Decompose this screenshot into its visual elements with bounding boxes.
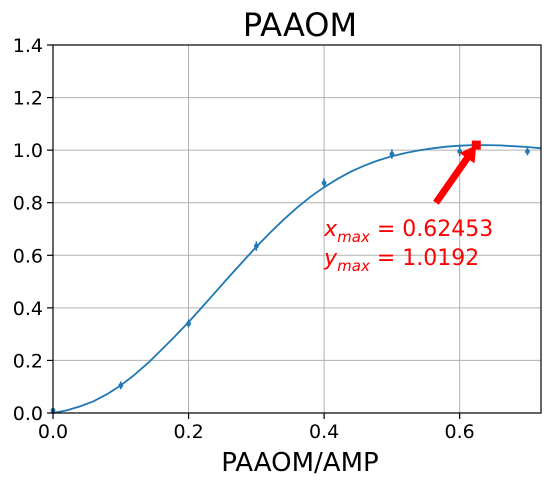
x-tick-label: 0.6: [445, 421, 475, 443]
arrow-shape: [433, 145, 477, 205]
annotation-value: = 0.62453: [370, 217, 493, 242]
x-axis-label: PAAOM/AMP: [221, 448, 378, 478]
annotation-line1: xmax = 0.62453: [323, 217, 493, 246]
annotation-line2: ymax = 1.0192: [323, 246, 479, 275]
data-point: [389, 151, 395, 157]
data-point: [118, 383, 124, 388]
data-points: [50, 146, 530, 413]
x-tick-label: 0.2: [173, 421, 203, 443]
fit-curve: [52, 144, 542, 414]
annotation-var: x: [323, 217, 338, 242]
data-point: [186, 321, 191, 327]
chart-title: PAAOM: [243, 6, 357, 44]
y-tick-label: 0.0: [13, 403, 43, 425]
plot-frame: [52, 44, 542, 414]
x-tick-label: 0.0: [38, 421, 68, 443]
y-tick-label: 0.2: [13, 350, 43, 372]
max-marker: [471, 140, 481, 150]
axis-ticks: 0.0 0.2 0.4 0.6 0.0 0.2 0.4 0.6 0.8 1.0 1.2 1.4: [13, 35, 475, 443]
y-tick-label: 1.2: [13, 88, 43, 110]
annotation-subscript: max: [337, 228, 370, 246]
y-tick-label: 1.4: [13, 35, 43, 57]
annotation-value: = 1.0192: [370, 246, 479, 271]
annotation-var: y: [323, 246, 338, 271]
y-tick-label: 0.6: [13, 245, 43, 267]
max-arrow: [433, 140, 481, 205]
y-tick-label: 0.8: [13, 193, 43, 215]
y-tick-label: 1.0: [13, 140, 43, 162]
y-tick-label: 0.4: [13, 298, 43, 320]
annotation-subscript: max: [337, 257, 370, 275]
x-tick-label: 0.4: [309, 421, 339, 443]
data-point: [253, 243, 259, 249]
data-point: [321, 180, 327, 186]
data-point: [525, 149, 530, 154]
fit-curve-line: [52, 144, 542, 414]
